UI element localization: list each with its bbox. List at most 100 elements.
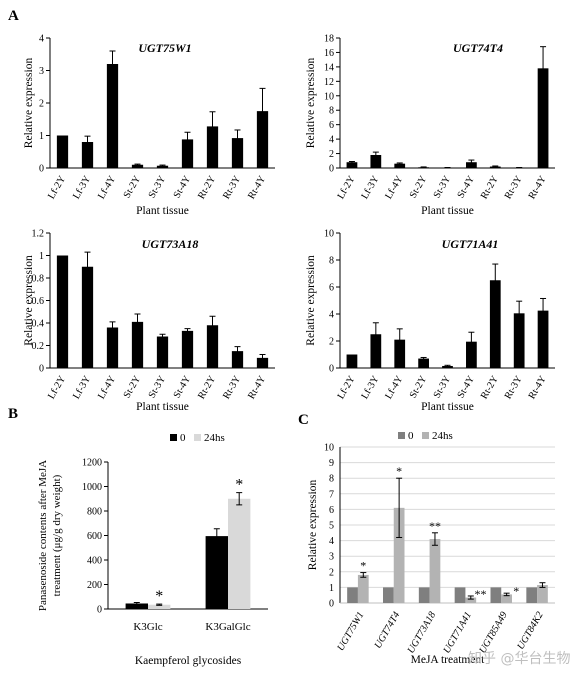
category-label: UGT71A41 bbox=[441, 610, 474, 655]
bar bbox=[394, 339, 406, 368]
y-tick-label: 0.4 bbox=[32, 319, 45, 330]
chart-p6: 0 1 2 3 4 5 6 7 8 9 10 Relative expression MeJA trea… bbox=[307, 430, 555, 666]
bar bbox=[466, 162, 477, 168]
category-label: Rt-4Y bbox=[246, 374, 268, 401]
category-label: Lf-2Y bbox=[46, 374, 68, 401]
y-tick-label: 0 bbox=[329, 599, 334, 610]
bar bbox=[181, 139, 194, 168]
category-label: K3GalGlc bbox=[205, 621, 250, 633]
bar bbox=[537, 310, 549, 368]
y-axis-label: treatment (μg/g dry weight) bbox=[51, 474, 63, 596]
y-tick-label: 1.2 bbox=[32, 229, 45, 240]
y-tick-label: 0 bbox=[39, 364, 44, 375]
watermark: 知乎 @华台生物 bbox=[468, 650, 570, 667]
bar bbox=[537, 585, 548, 603]
y-tick-label: 2 bbox=[329, 149, 334, 160]
category-label: Lf-2Y bbox=[46, 174, 68, 201]
bar bbox=[256, 111, 269, 168]
chart-title: UGT73A18 bbox=[142, 237, 199, 251]
bar bbox=[429, 539, 441, 603]
y-tick-label: 10 bbox=[324, 443, 334, 454]
chart-title: UGT75W1 bbox=[138, 41, 191, 55]
panel-label-c: C bbox=[298, 412, 309, 428]
category-label: St-4Y bbox=[172, 174, 193, 200]
chart-title: UGT71A41 bbox=[442, 237, 499, 251]
bar bbox=[346, 354, 358, 368]
y-tick-label: 200 bbox=[87, 580, 102, 591]
legend-swatch bbox=[398, 432, 405, 439]
legend-swatch bbox=[170, 434, 177, 441]
y-tick-label: 0.6 bbox=[32, 296, 45, 307]
y-axis-label: Relative expression bbox=[23, 58, 35, 149]
significance-star: * bbox=[235, 477, 243, 494]
y-tick-label: 0 bbox=[329, 164, 334, 175]
category-label: Lf-3Y bbox=[71, 374, 93, 401]
y-tick-label: 5 bbox=[329, 521, 334, 532]
bar bbox=[56, 135, 69, 168]
category-label: St-2Y bbox=[408, 174, 429, 200]
category-label: Rt-3Y bbox=[503, 374, 525, 401]
y-tick-label: 2 bbox=[329, 337, 334, 348]
category-label: St-4Y bbox=[172, 374, 193, 400]
category-label: Lf-4Y bbox=[96, 374, 118, 401]
significance-star: * bbox=[155, 588, 163, 605]
bar bbox=[370, 155, 382, 168]
bar bbox=[490, 587, 502, 603]
y-tick-label: 8 bbox=[329, 256, 334, 267]
category-label: Rt-2Y bbox=[479, 174, 501, 201]
bar bbox=[256, 357, 269, 368]
significance-star: * bbox=[360, 559, 366, 573]
legend-swatch bbox=[422, 432, 429, 439]
significance-star: ** bbox=[429, 519, 441, 533]
legend-swatch bbox=[194, 434, 201, 441]
y-tick-label: 600 bbox=[87, 531, 102, 542]
y-axis-label: Relative expression bbox=[307, 480, 319, 571]
category-label: Rt-4Y bbox=[527, 174, 549, 201]
bar bbox=[526, 587, 538, 603]
bar bbox=[465, 597, 477, 603]
legend-label: 0 bbox=[408, 430, 414, 442]
bar bbox=[81, 266, 94, 368]
category-label: Rt-4Y bbox=[527, 374, 549, 401]
category-label: UGT73A18 bbox=[406, 610, 439, 655]
category-label: St-3Y bbox=[147, 374, 168, 400]
legend-label: 24hs bbox=[432, 430, 453, 442]
bar bbox=[537, 68, 549, 168]
chart-p2: 0 2 4 6 8 10 12 14 16 18 Relative expression UGT74T… bbox=[305, 34, 555, 217]
y-axis-label: Relative expression bbox=[305, 58, 317, 149]
bar bbox=[231, 351, 244, 368]
bar bbox=[131, 321, 144, 368]
y-axis-label: Panasenoside contents after MeJA bbox=[37, 460, 49, 611]
category-label: UGT84K2 bbox=[515, 610, 545, 652]
category-label: Lf-3Y bbox=[359, 174, 381, 201]
y-axis-label: Relative expression bbox=[23, 255, 35, 346]
bar bbox=[393, 507, 405, 603]
bar bbox=[81, 142, 94, 168]
y-tick-label: 0 bbox=[329, 364, 334, 375]
chart-p1: 0 1 2 3 4 Relative expression UGT75W1 Plant tis… bbox=[23, 34, 275, 217]
category-label: Rt-2Y bbox=[196, 374, 218, 401]
category-label: St-3Y bbox=[432, 174, 453, 200]
bar bbox=[228, 498, 251, 609]
category-label: Rt-3Y bbox=[503, 174, 525, 201]
y-tick-label: 0.8 bbox=[32, 274, 45, 285]
bar bbox=[418, 358, 429, 368]
bar bbox=[106, 327, 119, 368]
bar bbox=[131, 164, 144, 168]
y-tick-label: 1 bbox=[329, 583, 334, 594]
y-tick-label: 1 bbox=[39, 251, 44, 262]
bar bbox=[346, 162, 358, 168]
bar bbox=[206, 325, 219, 368]
category-label: Rt-3Y bbox=[221, 374, 243, 401]
bar bbox=[454, 587, 466, 603]
category-label: Lf-3Y bbox=[71, 174, 93, 201]
y-tick-label: 2 bbox=[39, 99, 44, 110]
bar bbox=[231, 138, 244, 168]
x-axis-label: Kaempferol glycosides bbox=[135, 655, 242, 667]
y-tick-label: 12 bbox=[324, 77, 334, 88]
category-label: St-4Y bbox=[456, 374, 477, 400]
y-tick-label: 2 bbox=[329, 567, 334, 578]
category-label: Rt-2Y bbox=[196, 174, 218, 201]
